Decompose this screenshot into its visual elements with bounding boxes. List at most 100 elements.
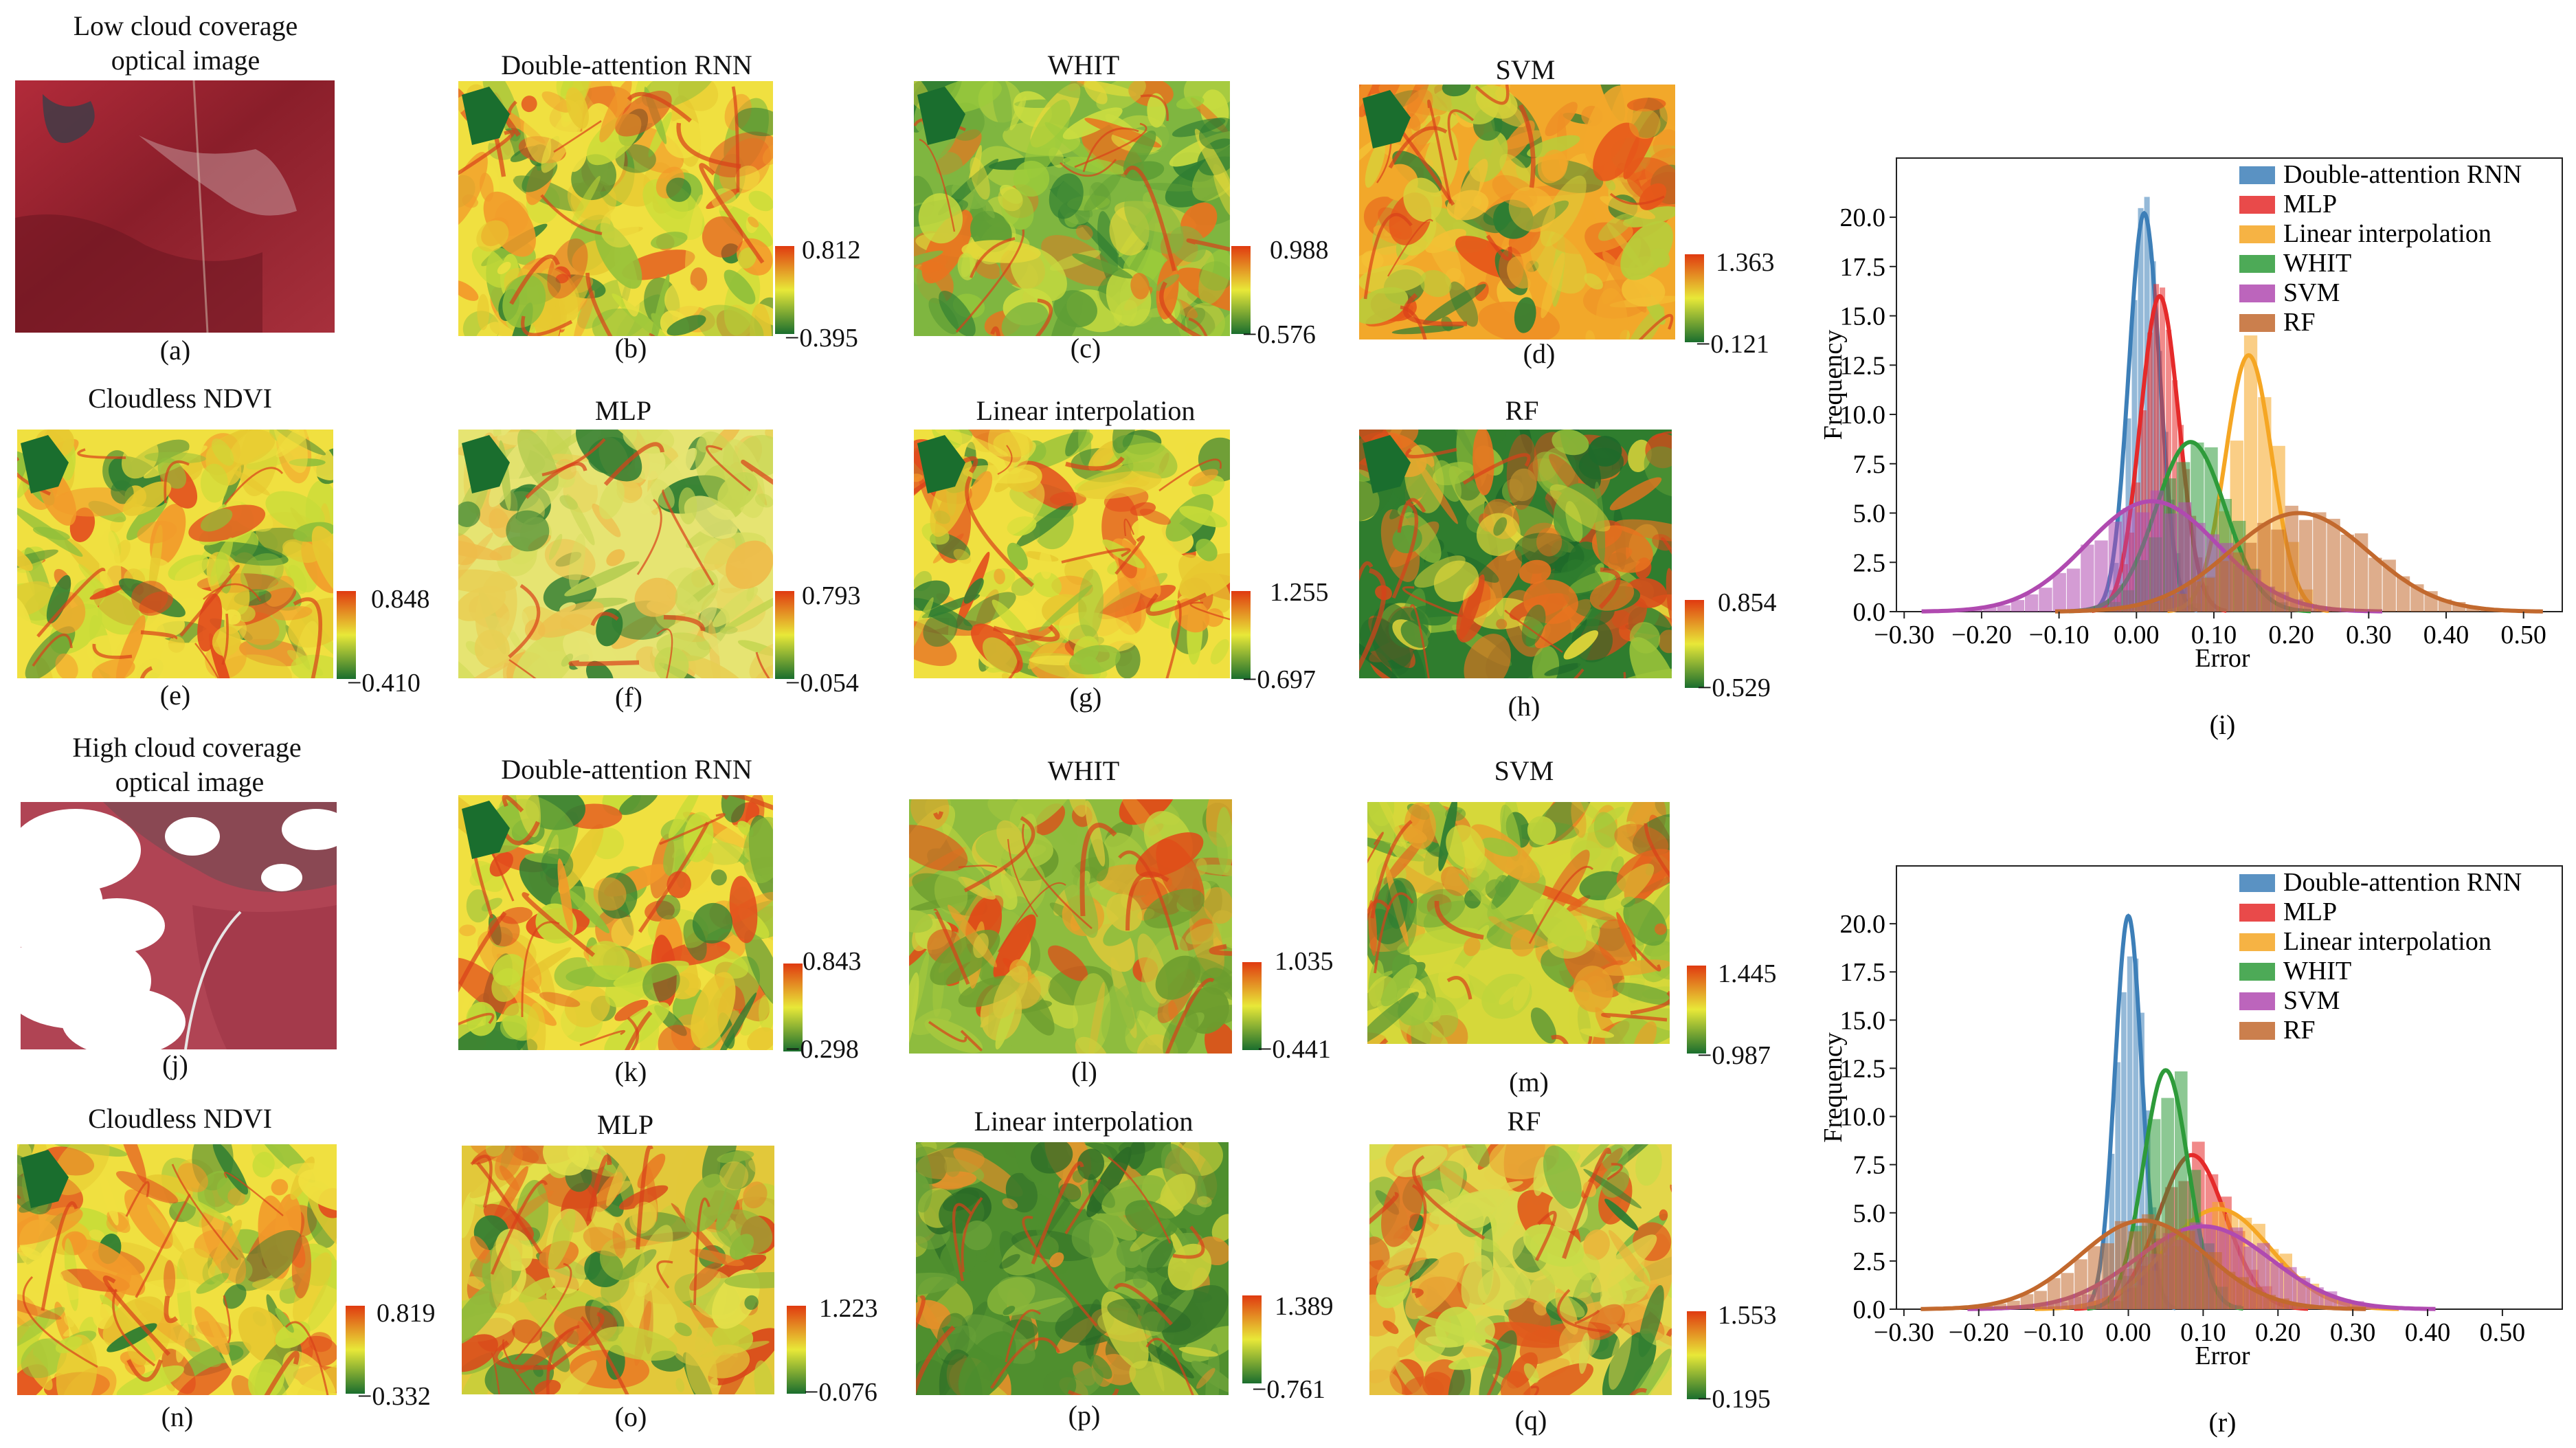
histogram-bar <box>1980 1306 1993 1309</box>
panel-title-f: MLP <box>594 395 652 426</box>
legend-label: Linear interpolation <box>2283 219 2491 248</box>
colorbar-max-k: 0.843 <box>803 947 862 976</box>
histogram-bar <box>2173 594 2187 612</box>
legend-swatch <box>2239 196 2275 214</box>
histogram-bar <box>2327 518 2340 612</box>
histogram-bar <box>2150 261 2156 612</box>
histogram-bar <box>2368 557 2382 612</box>
histogram-bar <box>2052 572 2066 612</box>
colorbar-b <box>775 246 794 334</box>
colorbar-max-c: 0.988 <box>1270 236 1329 265</box>
histogram-bar <box>2127 956 2133 1309</box>
optical-image-high-cloud <box>21 802 337 1049</box>
colorbar-max-f: 0.793 <box>802 581 861 610</box>
colorbar-n <box>346 1306 365 1394</box>
legend-swatch <box>2239 963 2275 981</box>
histogram-bar <box>2195 1251 2209 1309</box>
panel-title-b: Double-attention RNN <box>501 49 752 80</box>
ndvi-map-h <box>1359 430 1672 678</box>
colorbar-max-d: 1.363 <box>1716 248 1775 277</box>
histogram-bar <box>2160 287 2166 612</box>
y-tick-label: 15.0 <box>1840 1006 1886 1035</box>
legend-swatch <box>2239 1022 2275 1040</box>
legend-swatch <box>2239 285 2275 302</box>
x-axis-label: Error <box>2195 644 2250 673</box>
panel-label-o: (o) <box>614 1401 647 1432</box>
histogram-bar <box>2131 300 2138 612</box>
colorbar-max-p: 1.389 <box>1275 1292 1334 1321</box>
error-histogram-i: 0.0 2.5 5.0 7.5 10.0 12.5 15.0 17.5 20.0 −0.30 −0.… <box>1819 157 2563 740</box>
series-rf <box>1920 1214 2366 1311</box>
histogram-bar <box>2118 608 2131 612</box>
legend-swatch <box>2239 166 2275 184</box>
y-tick-label: 5.0 <box>1853 1199 1886 1228</box>
panel-label-a: (a) <box>159 335 191 366</box>
legend-label: MLP <box>2283 898 2337 926</box>
x-tick-label: 0.00 <box>2105 1318 2151 1347</box>
legend-swatch <box>2239 904 2275 922</box>
histogram-bar <box>1993 1303 2007 1309</box>
colorbar-max-m: 1.445 <box>1718 959 1777 988</box>
legend-swatch <box>2239 225 2275 243</box>
y-tick-label: 0.0 <box>1853 1295 1886 1324</box>
colorbar-o <box>787 1306 806 1394</box>
legend-label: WHIT <box>2283 957 2351 985</box>
legend-label: SVM <box>2283 278 2340 307</box>
histogram-bar <box>2150 490 2164 612</box>
histogram-bar <box>2396 576 2410 612</box>
x-tick-label: 0.00 <box>2114 621 2160 649</box>
colorbar-min-g: −0.697 <box>1242 665 1316 694</box>
histogram-bar <box>2025 594 2039 612</box>
x-tick-label: −0.10 <box>2024 1318 2084 1347</box>
panel-title-q: RF <box>1507 1106 1541 1137</box>
y-tick-label: 10.0 <box>1840 401 1886 430</box>
histogram-bar <box>1997 605 2011 612</box>
histogram-bar <box>1983 607 1997 612</box>
histogram-bar <box>2153 284 2160 612</box>
panel-label-k: (k) <box>614 1056 647 1087</box>
colorbar-min-h: −0.529 <box>1697 673 1771 702</box>
histogram-bar <box>2066 568 2081 612</box>
panel-title-e: Cloudless NDVI <box>88 383 272 414</box>
histogram-bar <box>2243 542 2257 612</box>
legend-label: WHIT <box>2283 249 2351 278</box>
ndvi-map-p <box>916 1142 1229 1395</box>
colorbar-min-p: −0.761 <box>1252 1375 1325 1404</box>
ndvi-map-o <box>462 1146 774 1394</box>
colorbar-max-q: 1.553 <box>1718 1301 1777 1330</box>
histogram-bar <box>2133 958 2139 1309</box>
histogram-bar <box>2101 1243 2114 1309</box>
histogram-bar <box>2289 1303 2303 1309</box>
panel-label-m: (m) <box>1509 1067 1549 1098</box>
series-rf <box>2054 505 2543 614</box>
histogram-bar <box>2147 332 2153 612</box>
histogram-bar <box>2144 1110 2151 1309</box>
panel-label-f: (f) <box>615 682 642 713</box>
y-tick-label: 10.0 <box>1840 1103 1886 1132</box>
colorbar-l <box>1242 962 1262 1050</box>
y-tick-label: 17.5 <box>1840 958 1886 987</box>
legend-swatch <box>2239 314 2275 332</box>
legend-label: MLP <box>2283 190 2337 219</box>
histogram-bar <box>2285 505 2298 612</box>
panel-title-m: SVM <box>1494 755 1554 786</box>
y-tick-label: 2.5 <box>1853 1247 1886 1276</box>
histogram-bar <box>2020 1294 2034 1309</box>
panel-title-g: Linear interpolation <box>976 395 1196 426</box>
panel-title-h: RF <box>1505 395 1539 426</box>
colorbar-min-d: −0.121 <box>1696 330 1769 359</box>
x-tick-label: 0.50 <box>2500 621 2546 649</box>
histogram-bar <box>2047 1278 2061 1309</box>
histogram-bar <box>2182 1231 2195 1309</box>
optical-title-low-line1: Low cloud coverage <box>73 10 298 41</box>
panel-label-l: (l) <box>1071 1056 1097 1087</box>
colorbar-p <box>1242 1295 1262 1383</box>
legend-label: Double-attention RNN <box>2283 160 2522 189</box>
x-tick-label: −0.20 <box>1951 621 2012 649</box>
panel-title-o: MLP <box>596 1109 654 1140</box>
x-tick-label: −0.10 <box>2029 621 2090 649</box>
ndvi-map-b <box>458 81 773 336</box>
histogram-bar <box>2128 1231 2142 1309</box>
ndvi-map-e <box>17 430 333 678</box>
ndvi-map-n <box>17 1144 337 1395</box>
